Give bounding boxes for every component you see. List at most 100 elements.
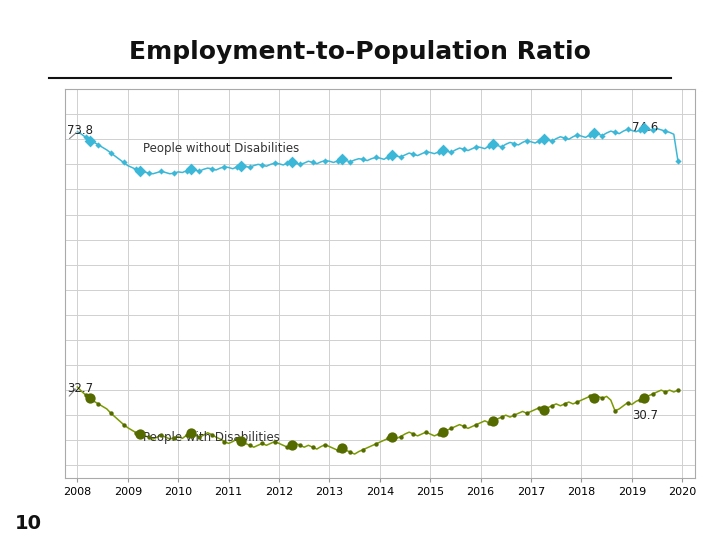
Point (105, 409, 117, 417)
Point (370, 153, 382, 162)
Point (483, 418, 495, 427)
Point (534, 136, 545, 145)
Point (546, 401, 558, 410)
Point (538, 405, 549, 414)
Text: 32.7: 32.7 (67, 382, 94, 395)
Point (80, 391, 91, 400)
Point (118, 158, 130, 167)
Point (572, 397, 583, 406)
Point (294, 441, 306, 450)
Point (647, 389, 659, 398)
Point (286, 441, 297, 450)
Point (559, 134, 570, 143)
Point (538, 134, 549, 143)
Point (588, 394, 600, 403)
Point (80, 133, 91, 141)
Text: People without Disabilities: People without Disabilities (143, 142, 300, 155)
Point (235, 161, 247, 170)
Point (588, 129, 600, 137)
Point (320, 156, 331, 165)
Point (408, 430, 419, 438)
Point (597, 394, 608, 403)
Point (219, 163, 230, 171)
Point (508, 139, 520, 148)
Point (282, 443, 293, 451)
Point (382, 152, 394, 161)
Point (487, 416, 499, 425)
Point (458, 422, 469, 431)
Point (572, 131, 583, 139)
Point (622, 125, 634, 133)
Point (534, 403, 545, 412)
Text: 10: 10 (14, 514, 42, 533)
Point (408, 150, 419, 159)
Point (471, 420, 482, 429)
Point (143, 433, 155, 442)
Point (235, 436, 247, 445)
Point (269, 437, 281, 446)
Point (135, 430, 146, 438)
Point (185, 165, 197, 174)
Point (395, 152, 407, 161)
Point (294, 160, 306, 168)
Point (93, 400, 104, 408)
Point (639, 393, 650, 402)
Point (130, 428, 142, 437)
Point (231, 435, 243, 443)
Point (244, 441, 256, 450)
Point (559, 400, 570, 408)
Point (458, 145, 469, 153)
Point (546, 137, 558, 145)
Point (387, 432, 398, 441)
Point (206, 430, 217, 439)
Point (420, 147, 432, 156)
Point (357, 446, 369, 454)
Point (597, 131, 608, 140)
Point (660, 388, 671, 396)
Point (336, 155, 348, 164)
Text: 30.7: 30.7 (631, 409, 658, 422)
Point (622, 399, 634, 407)
Point (370, 440, 382, 448)
Point (105, 148, 117, 157)
Point (496, 413, 508, 421)
Point (194, 167, 205, 176)
Text: 74.6: 74.6 (631, 122, 658, 134)
Point (320, 440, 331, 449)
Point (584, 131, 595, 139)
Point (156, 431, 167, 440)
Point (345, 448, 356, 456)
Point (521, 136, 533, 145)
Point (181, 431, 192, 440)
Point (672, 386, 684, 394)
Point (332, 446, 343, 455)
Point (609, 407, 621, 415)
Point (634, 125, 646, 134)
Text: Employment-to-Population Ratio: Employment-to-Population Ratio (129, 40, 591, 64)
Point (437, 146, 449, 154)
Point (286, 158, 297, 166)
Point (660, 127, 671, 136)
Point (487, 140, 499, 149)
Point (609, 128, 621, 137)
Point (135, 166, 146, 175)
Point (345, 158, 356, 166)
Point (256, 161, 268, 170)
Point (382, 434, 394, 443)
Point (639, 124, 650, 132)
Point (387, 151, 398, 159)
Point (84, 394, 96, 403)
Point (471, 143, 482, 151)
Point (231, 163, 243, 171)
Point (496, 143, 508, 151)
Point (143, 169, 155, 178)
Point (357, 155, 369, 164)
Point (93, 140, 104, 149)
Point (584, 392, 595, 401)
Text: 73.8: 73.8 (67, 124, 94, 137)
Point (332, 156, 343, 165)
Point (437, 428, 449, 436)
Point (433, 430, 444, 438)
Point (307, 443, 318, 451)
Point (194, 433, 205, 442)
